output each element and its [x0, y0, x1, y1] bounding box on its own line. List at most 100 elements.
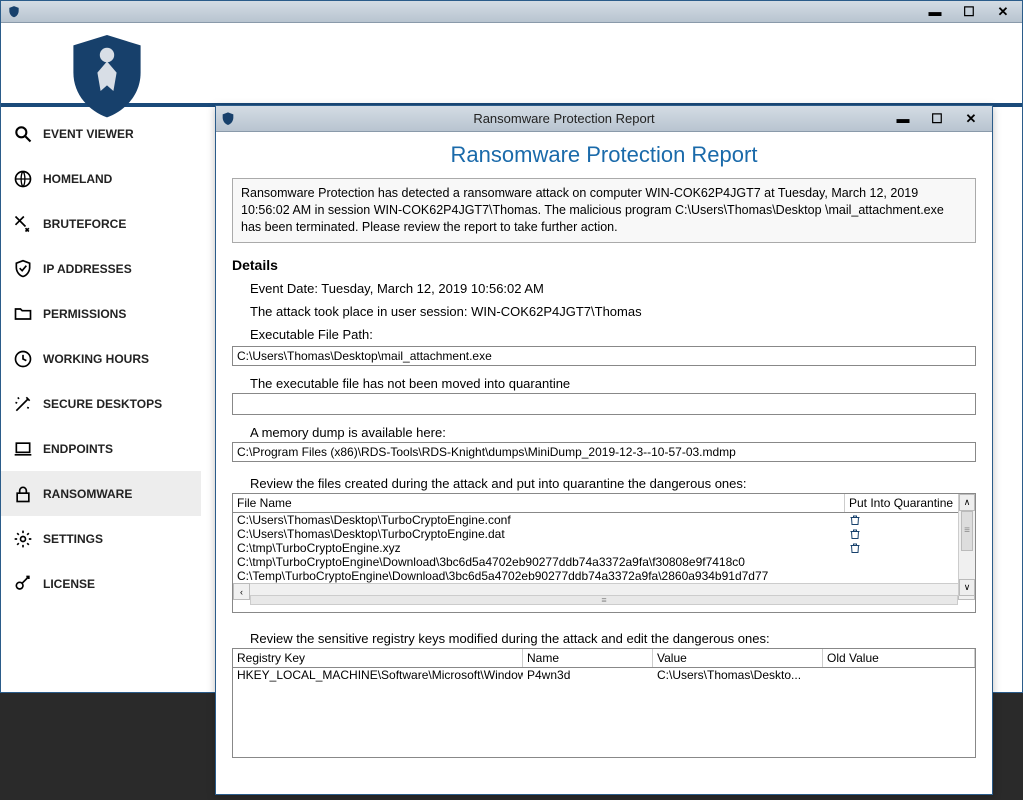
- sidebar-item-endpoints[interactable]: ENDPOINTS: [1, 426, 201, 471]
- app-shield-icon: [7, 5, 21, 19]
- files-col-name: File Name: [233, 494, 845, 512]
- file-name-cell: C:\tmp\TurboCryptoEngine\Download\3bc6d5…: [233, 555, 845, 569]
- sidebar-item-label: SECURE DESKTOPS: [43, 397, 162, 411]
- search-icon: [13, 124, 33, 144]
- file-action-cell[interactable]: [845, 555, 975, 569]
- registry-label: Review the sensitive registry keys modif…: [250, 631, 976, 646]
- hscroll-left-icon[interactable]: ‹: [233, 583, 250, 600]
- dialog-titlebar: Ransomware Protection Report ▬ ☐ ✕: [216, 106, 992, 132]
- table-row[interactable]: C:\Users\Thomas\Desktop\TurboCryptoEngin…: [233, 527, 975, 541]
- sidebar-item-label: LICENSE: [43, 577, 95, 591]
- exe-label: Executable File Path:: [250, 327, 976, 342]
- reg-name-cell: P4wn3d: [523, 668, 653, 682]
- file-action-cell[interactable]: [845, 513, 975, 527]
- sidebar-item-label: RANSOMWARE: [43, 487, 132, 501]
- quarantine-label: The executable file has not been moved i…: [250, 376, 976, 391]
- sidebar-item-bruteforce[interactable]: BRUTEFORCE: [1, 201, 201, 246]
- sidebar-item-settings[interactable]: SETTINGS: [1, 516, 201, 561]
- trash-icon[interactable]: [849, 527, 861, 541]
- minimize-button[interactable]: ▬: [924, 4, 946, 20]
- files-grid-body: C:\Users\Thomas\Desktop\TurboCryptoEngin…: [233, 513, 975, 583]
- dialog-close-button[interactable]: ✕: [960, 111, 982, 127]
- dialog-window-controls: ▬ ☐ ✕: [892, 111, 982, 127]
- dialog-body: Ransomware Protection Report Ransomware …: [216, 132, 992, 768]
- reg-key-cell: HKEY_LOCAL_MACHINE\Software\Microsoft\Wi…: [233, 668, 523, 682]
- reg-old-cell: [823, 668, 975, 682]
- table-row[interactable]: C:\tmp\TurboCryptoEngine.xyz: [233, 541, 975, 555]
- sidebar-item-label: SETTINGS: [43, 532, 103, 546]
- sidebar-item-label: IP ADDRESSES: [43, 262, 132, 276]
- files-col-action: Put Into Quarantine: [845, 494, 975, 512]
- sidebar-item-working-hours[interactable]: WORKING HOURS: [1, 336, 201, 381]
- exe-path-box[interactable]: C:\Users\Thomas\Desktop\mail_attachment.…: [232, 346, 976, 366]
- sidebar-item-ip-addresses[interactable]: IP ADDRESSES: [1, 246, 201, 291]
- details-heading: Details: [232, 257, 976, 273]
- quarantine-path-box[interactable]: [232, 393, 976, 415]
- table-row[interactable]: C:\Temp\TurboCryptoEngine\Download\3bc6d…: [233, 569, 975, 583]
- shield-check-icon: [13, 259, 33, 279]
- header: [1, 23, 1022, 107]
- files-grid[interactable]: File Name Put Into Quarantine C:\Users\T…: [232, 493, 976, 613]
- sidebar-item-ransomware[interactable]: RANSOMWARE: [1, 471, 201, 516]
- session-line: The attack took place in user session: W…: [250, 304, 976, 319]
- reg-col-old: Old Value: [823, 649, 975, 667]
- registry-grid-body: HKEY_LOCAL_MACHINE\Software\Microsoft\Wi…: [233, 668, 975, 682]
- report-heading: Ransomware Protection Report: [232, 142, 976, 168]
- file-name-cell: C:\Temp\TurboCryptoEngine\Download\3bc6d…: [233, 569, 845, 583]
- dump-label: A memory dump is available here:: [250, 425, 976, 440]
- hscroll-thumb[interactable]: ≡: [250, 595, 958, 605]
- summary-box: Ransomware Protection has detected a ran…: [232, 178, 976, 243]
- sidebar-item-permissions[interactable]: PERMISSIONS: [1, 291, 201, 336]
- sidebar-item-event-viewer[interactable]: EVENT VIEWER: [1, 111, 201, 156]
- wand-icon: [13, 394, 33, 414]
- table-row[interactable]: HKEY_LOCAL_MACHINE\Software\Microsoft\Wi…: [233, 668, 975, 682]
- sidebar-item-label: ENDPOINTS: [43, 442, 113, 456]
- gear-icon: [13, 529, 33, 549]
- main-titlebar: ▬ ☐ ✕: [1, 1, 1022, 23]
- sidebar-item-secure-desktops[interactable]: SECURE DESKTOPS: [1, 381, 201, 426]
- swords-icon: [13, 214, 33, 234]
- file-name-cell: C:\Users\Thomas\Desktop\TurboCryptoEngin…: [233, 513, 845, 527]
- close-button[interactable]: ✕: [992, 4, 1014, 20]
- files-grid-header: File Name Put Into Quarantine: [233, 494, 975, 513]
- maximize-button[interactable]: ☐: [958, 4, 980, 20]
- folder-icon: [13, 304, 33, 324]
- table-row[interactable]: C:\Users\Thomas\Desktop\TurboCryptoEngin…: [233, 513, 975, 527]
- registry-grid[interactable]: Registry Key Name Value Old Value HKEY_L…: [232, 648, 976, 758]
- file-name-cell: C:\tmp\TurboCryptoEngine.xyz: [233, 541, 845, 555]
- file-name-cell: C:\Users\Thomas\Desktop\TurboCryptoEngin…: [233, 527, 845, 541]
- reg-value-cell: C:\Users\Thomas\Deskto...: [653, 668, 823, 682]
- clock-icon: [13, 349, 33, 369]
- dialog-maximize-button[interactable]: ☐: [926, 111, 948, 127]
- dialog-title: Ransomware Protection Report: [236, 111, 892, 126]
- file-action-cell[interactable]: [845, 527, 975, 541]
- sidebar-item-label: BRUTEFORCE: [43, 217, 126, 231]
- sidebar-item-label: PERMISSIONS: [43, 307, 126, 321]
- file-action-cell[interactable]: [845, 569, 975, 583]
- trash-icon[interactable]: [849, 541, 861, 555]
- logo-shield-icon: [63, 31, 151, 119]
- report-dialog: Ransomware Protection Report ▬ ☐ ✕ Ranso…: [215, 105, 993, 795]
- reg-col-key: Registry Key: [233, 649, 523, 667]
- scroll-thumb[interactable]: ≡: [961, 511, 973, 551]
- scroll-down-icon[interactable]: ∨: [959, 579, 975, 596]
- trash-icon[interactable]: [849, 513, 861, 527]
- laptop-icon: [13, 439, 33, 459]
- sidebar-item-label: EVENT VIEWER: [43, 127, 134, 141]
- scroll-up-icon[interactable]: ∧: [959, 494, 975, 511]
- sidebar-item-label: HOMELAND: [43, 172, 112, 186]
- sidebar-item-license[interactable]: LICENSE: [1, 561, 201, 606]
- table-row[interactable]: C:\tmp\TurboCryptoEngine\Download\3bc6d5…: [233, 555, 975, 569]
- file-action-cell[interactable]: [845, 541, 975, 555]
- files-hscroll[interactable]: ‹ ≡ ›: [233, 583, 975, 600]
- registry-grid-header: Registry Key Name Value Old Value: [233, 649, 975, 668]
- dialog-minimize-button[interactable]: ▬: [892, 111, 914, 127]
- sidebar-item-label: WORKING HOURS: [43, 352, 149, 366]
- files-scrollbar[interactable]: ∧ ≡ ∨: [958, 494, 975, 596]
- lock-icon: [13, 484, 33, 504]
- sidebar-item-homeland[interactable]: HOMELAND: [1, 156, 201, 201]
- sidebar: EVENT VIEWER HOMELAND BRUTEFORCE IP ADDR…: [1, 111, 201, 692]
- files-label: Review the files created during the atta…: [250, 476, 976, 491]
- reg-col-value: Value: [653, 649, 823, 667]
- dump-path-box[interactable]: C:\Program Files (x86)\RDS-Tools\RDS-Kni…: [232, 442, 976, 462]
